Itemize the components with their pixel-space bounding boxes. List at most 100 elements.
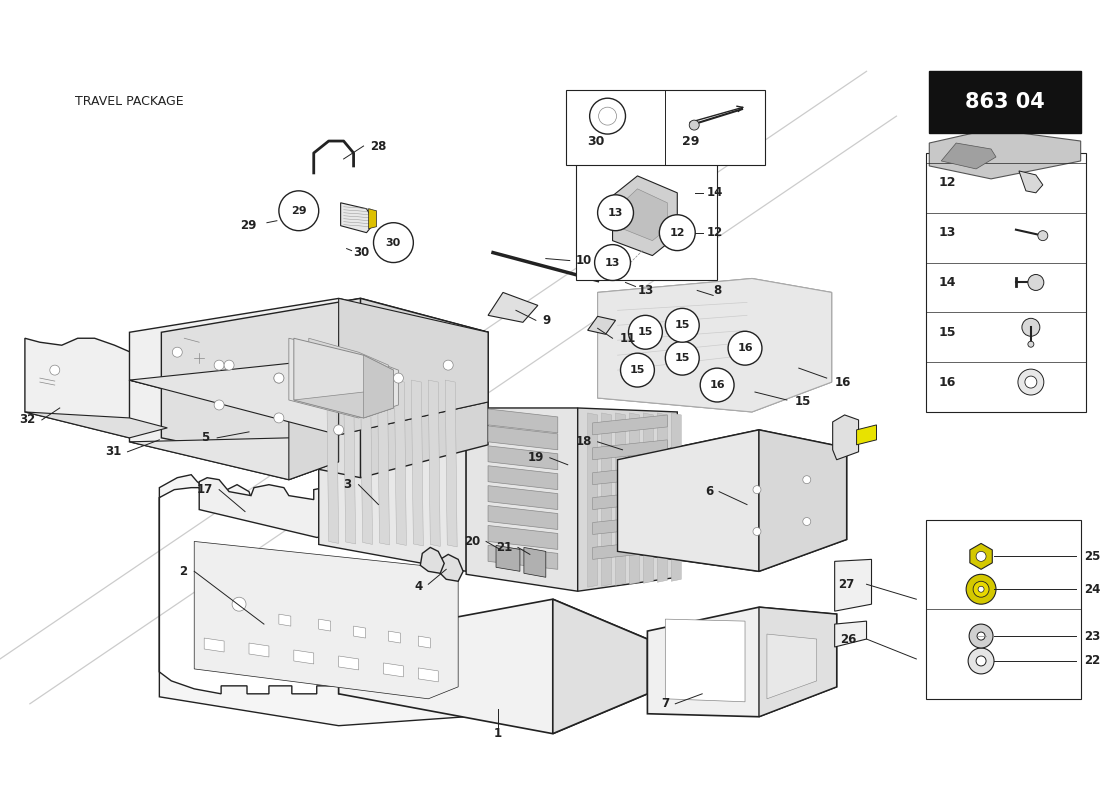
Circle shape: [598, 107, 616, 125]
Polygon shape: [617, 430, 847, 571]
Text: 18: 18: [575, 435, 592, 448]
Polygon shape: [970, 543, 992, 570]
Circle shape: [394, 373, 404, 383]
Polygon shape: [377, 380, 389, 545]
Text: 16: 16: [737, 343, 752, 354]
Polygon shape: [488, 426, 558, 450]
Text: 17: 17: [197, 483, 213, 496]
Polygon shape: [593, 490, 668, 510]
Text: 9: 9: [542, 314, 551, 327]
Circle shape: [595, 245, 630, 281]
Polygon shape: [388, 631, 400, 643]
Polygon shape: [593, 415, 668, 435]
Circle shape: [701, 368, 734, 402]
Polygon shape: [319, 619, 331, 631]
Circle shape: [1025, 376, 1037, 388]
Polygon shape: [593, 539, 668, 559]
Polygon shape: [587, 316, 616, 334]
Polygon shape: [162, 298, 488, 478]
Circle shape: [977, 632, 986, 640]
Polygon shape: [617, 430, 759, 571]
FancyBboxPatch shape: [565, 90, 764, 165]
Polygon shape: [384, 663, 404, 677]
Circle shape: [754, 486, 761, 494]
Circle shape: [214, 360, 224, 370]
Text: 30: 30: [386, 238, 402, 248]
Circle shape: [659, 214, 695, 250]
Polygon shape: [587, 413, 597, 587]
FancyBboxPatch shape: [926, 153, 1086, 412]
Polygon shape: [418, 636, 430, 648]
Text: 12: 12: [707, 226, 724, 239]
Text: 22: 22: [1084, 654, 1100, 667]
Text: 13: 13: [608, 208, 624, 218]
Text: 23: 23: [1084, 630, 1100, 642]
Polygon shape: [339, 599, 648, 734]
Text: 13: 13: [637, 284, 653, 297]
Polygon shape: [294, 650, 313, 664]
Polygon shape: [553, 599, 648, 734]
Circle shape: [1022, 318, 1040, 336]
Circle shape: [666, 342, 700, 375]
Polygon shape: [162, 298, 361, 478]
Polygon shape: [420, 547, 444, 574]
Polygon shape: [644, 413, 653, 583]
Circle shape: [590, 98, 626, 134]
Text: 8: 8: [713, 284, 722, 297]
Circle shape: [803, 518, 811, 526]
Text: 10: 10: [575, 254, 592, 267]
Polygon shape: [488, 293, 538, 322]
Polygon shape: [593, 514, 668, 534]
Text: 31: 31: [106, 446, 121, 458]
Polygon shape: [25, 338, 167, 438]
Text: 7: 7: [661, 698, 669, 710]
Polygon shape: [623, 189, 668, 241]
Polygon shape: [602, 413, 612, 586]
Text: 1: 1: [494, 727, 502, 740]
Circle shape: [666, 308, 700, 342]
Text: 15: 15: [630, 365, 645, 375]
Text: 15: 15: [938, 326, 956, 338]
Circle shape: [754, 527, 761, 535]
Polygon shape: [339, 656, 359, 670]
Circle shape: [443, 360, 453, 370]
Polygon shape: [199, 478, 359, 538]
Polygon shape: [363, 355, 394, 418]
Polygon shape: [666, 619, 745, 702]
Text: 15: 15: [795, 395, 811, 409]
Polygon shape: [309, 338, 388, 400]
Text: 29: 29: [292, 206, 307, 216]
Polygon shape: [361, 380, 373, 545]
Text: 29: 29: [241, 219, 257, 232]
Text: 863 04: 863 04: [965, 92, 1045, 112]
Polygon shape: [488, 466, 558, 490]
Circle shape: [1018, 369, 1044, 395]
Text: 30: 30: [353, 246, 370, 259]
Text: TRAVEL PACKAGE: TRAVEL PACKAGE: [75, 94, 184, 108]
Text: 13: 13: [938, 226, 956, 239]
Polygon shape: [343, 380, 355, 544]
Text: 30: 30: [587, 134, 604, 147]
Circle shape: [224, 360, 234, 370]
Circle shape: [966, 574, 996, 604]
Polygon shape: [339, 298, 488, 435]
Circle shape: [976, 656, 986, 666]
Polygon shape: [395, 380, 406, 546]
Circle shape: [1027, 342, 1034, 347]
Polygon shape: [524, 547, 546, 578]
Polygon shape: [578, 408, 678, 591]
Polygon shape: [428, 380, 440, 546]
Polygon shape: [279, 614, 290, 626]
Polygon shape: [488, 526, 558, 550]
Polygon shape: [759, 607, 837, 717]
Polygon shape: [835, 621, 867, 647]
Polygon shape: [289, 418, 339, 480]
Text: 15: 15: [674, 353, 690, 363]
Polygon shape: [593, 440, 668, 460]
Circle shape: [969, 624, 993, 648]
Text: 16: 16: [835, 375, 851, 389]
Text: 21: 21: [496, 541, 512, 554]
Text: 25: 25: [1084, 550, 1100, 563]
Polygon shape: [597, 278, 832, 412]
Polygon shape: [488, 446, 558, 470]
